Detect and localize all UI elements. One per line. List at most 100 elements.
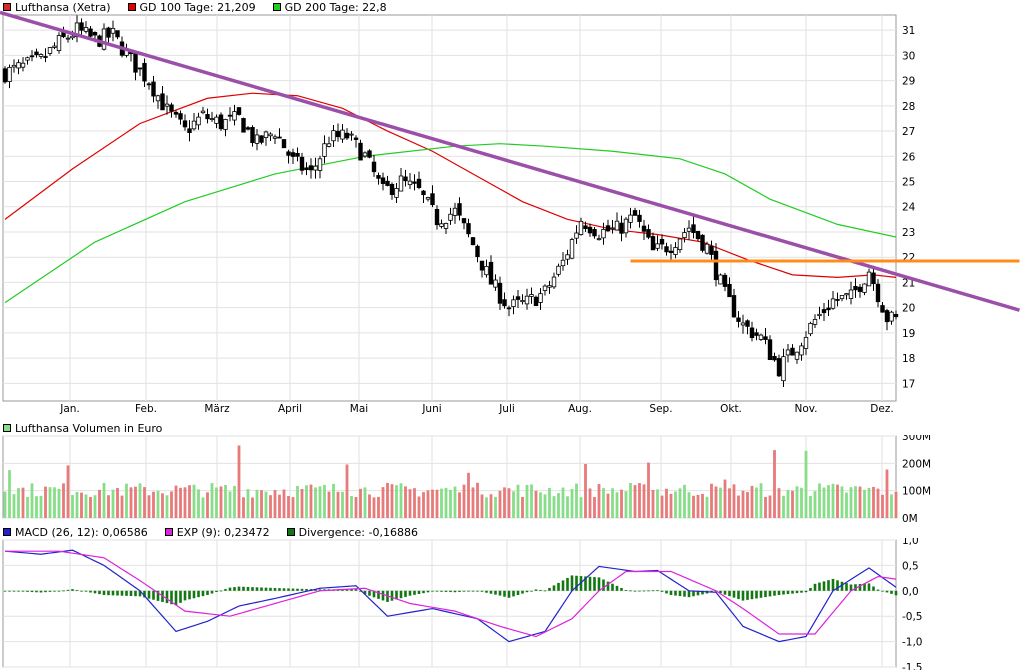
volume-bar: [138, 483, 142, 518]
divergence-bar: [489, 590, 493, 594]
divergence-bar: [570, 575, 574, 591]
divergence-bar: [480, 590, 484, 592]
divergence-bar: [413, 590, 416, 595]
candle-body: [776, 358, 782, 377]
candle-body: [70, 35, 75, 39]
divergence-bar: [629, 590, 632, 592]
volume-bar: [759, 483, 763, 518]
candle-body: [16, 62, 21, 69]
volume-bar: [336, 491, 340, 518]
price-y-tick: 25: [902, 177, 915, 189]
volume-bar: [156, 490, 160, 518]
volume-bar: [201, 497, 205, 518]
candle-body: [398, 175, 404, 192]
volume-bar: [786, 489, 790, 518]
divergence-bar: [188, 590, 191, 600]
volume-bar: [8, 470, 11, 518]
candle-body: [533, 296, 539, 307]
candle-body: [173, 111, 179, 115]
candle-body: [11, 64, 17, 68]
volume-bar: [773, 450, 776, 518]
volume-bar: [498, 490, 502, 518]
volume-bar: [359, 488, 362, 518]
divergence-bar: [206, 590, 209, 595]
divergence-bar: [431, 590, 434, 592]
candle-body: [650, 236, 656, 251]
price-y-tick: 28: [902, 101, 915, 113]
volume-bar: [651, 489, 655, 518]
exp-line: [5, 550, 897, 638]
divergence-bar: [719, 590, 722, 594]
volume-bar: [264, 491, 268, 518]
divergence-bar: [863, 583, 866, 591]
candle-body: [56, 35, 62, 51]
volume-bar: [435, 489, 439, 518]
volume-bar: [840, 486, 844, 518]
candle-body: [835, 299, 840, 301]
candle-body: [574, 232, 579, 239]
price-x-tick: Aug.: [568, 403, 592, 415]
divergence-bar: [129, 590, 133, 597]
candle-body: [727, 284, 732, 298]
legend-divergence-label: Divergence: -0,16886: [298, 525, 418, 539]
divergence-bar: [435, 590, 439, 592]
divergence-bar: [773, 590, 776, 596]
divergence-bar: [233, 587, 236, 591]
volume-bar: [237, 445, 241, 518]
divergence-bar: [777, 590, 781, 595]
candle-body: [290, 152, 296, 157]
volume-bar: [633, 485, 637, 518]
volume-bar: [480, 494, 484, 518]
volume-bar: [534, 490, 538, 518]
divergence-bar: [404, 590, 407, 597]
divergence-bar: [552, 585, 556, 591]
candle-body: [160, 93, 165, 111]
volume-bar: [876, 488, 880, 518]
volume-bar: [129, 487, 133, 518]
volume-bar: [278, 494, 281, 518]
volume-bar: [642, 484, 646, 518]
divergence-bar: [800, 590, 803, 593]
divergence-bar: [138, 590, 142, 597]
volume-bar: [863, 489, 866, 518]
candle-body: [263, 131, 269, 138]
volume-bar: [219, 486, 223, 518]
volume-bar: [314, 487, 317, 518]
divergence-bar: [62, 590, 65, 592]
divergence-bar: [818, 582, 821, 591]
divergence-bar: [836, 580, 839, 591]
volume-y-tick: 300M: [902, 435, 931, 443]
volume-bar: [174, 485, 178, 518]
price-swatch: [3, 3, 11, 11]
macd-plot-area: [2, 539, 897, 668]
divergence-bar: [543, 590, 547, 592]
candle-body: [38, 54, 44, 57]
divergence-bar: [858, 583, 862, 591]
volume-bar: [539, 492, 542, 518]
candle-body: [808, 322, 813, 335]
divergence-bar: [107, 590, 110, 596]
legend-gd100: GD 100 Tage: 21,209: [125, 1, 256, 14]
divergence-bar: [210, 590, 214, 594]
candle-body: [250, 127, 255, 144]
divergence-bar: [687, 590, 691, 598]
candle-body: [794, 351, 800, 360]
divergence-bar: [26, 590, 29, 592]
candle-body: [614, 220, 620, 231]
divergence-bar: [278, 588, 281, 591]
candle-body: [439, 223, 444, 227]
gd100-line: [4, 92, 897, 278]
candle-body: [511, 299, 516, 307]
candle-body: [844, 293, 849, 296]
volume-bar: [831, 483, 835, 518]
divergence-bar: [89, 590, 92, 593]
candle-body: [389, 183, 395, 195]
candle-body: [493, 279, 498, 288]
divergence-bar: [215, 590, 218, 593]
candle-body: [479, 260, 485, 271]
candle-body: [394, 188, 399, 198]
candle-body: [376, 175, 381, 179]
volume-bar: [354, 497, 358, 518]
volume-bar: [300, 489, 304, 518]
volume-bar: [597, 484, 601, 518]
